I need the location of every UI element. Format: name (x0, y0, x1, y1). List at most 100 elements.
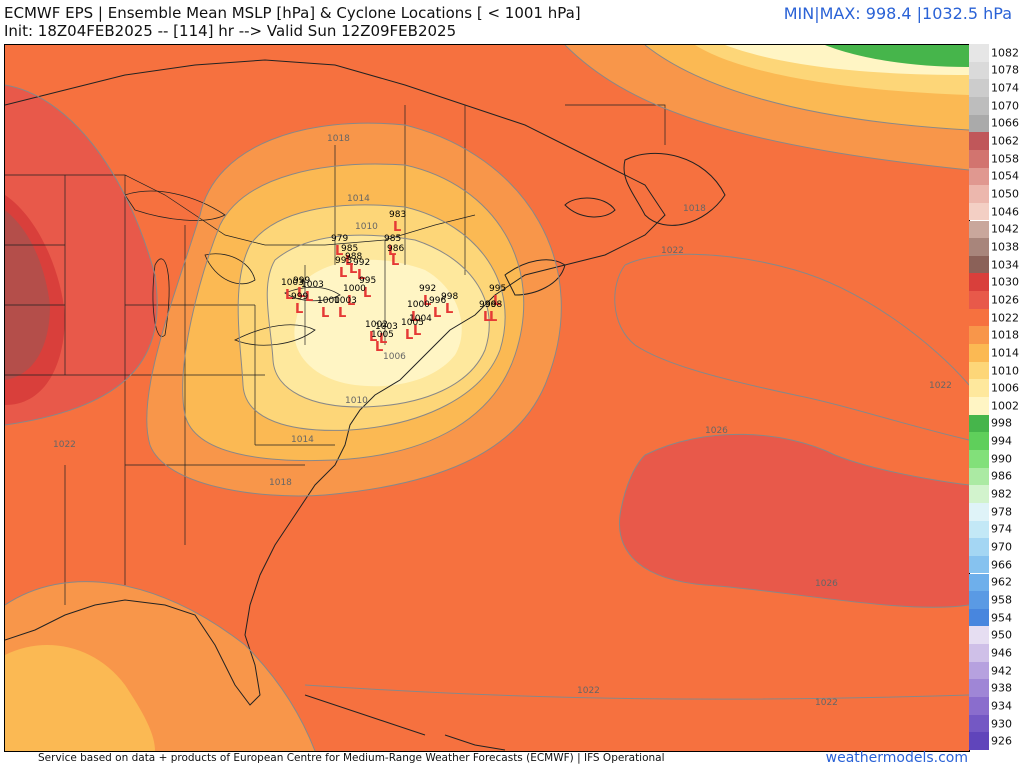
isobar-label: 1018 (683, 204, 706, 214)
legend-swatch (969, 679, 989, 698)
legend-entry: 1014 (969, 344, 1019, 362)
legend-swatch (969, 185, 989, 203)
legend-label: 958 (991, 593, 1012, 607)
legend-swatch (969, 555, 989, 574)
legend-label: 1002 (991, 399, 1019, 413)
low-symbol: L (405, 328, 413, 343)
legend-label: 990 (991, 452, 1012, 466)
legend-label: 1026 (991, 293, 1019, 307)
low-symbol: L (391, 254, 399, 269)
cyclone-pressure: 1003 (281, 278, 304, 288)
low-symbol: L (413, 324, 421, 339)
legend-entry: 942 (969, 661, 1019, 680)
legend-entry: 982 (969, 485, 1019, 503)
legend-entry: 1042 (969, 220, 1019, 239)
legend-swatch (969, 661, 989, 680)
low-symbol: L (338, 306, 346, 321)
band-1002-low (294, 259, 462, 387)
legend-swatch (969, 308, 989, 327)
legend-entry: 990 (969, 449, 1019, 468)
legend-entry: 1066 (969, 114, 1019, 133)
cyclone-pressure: 998 (485, 300, 502, 310)
low-symbol: L (369, 330, 377, 345)
legend-label: 938 (991, 681, 1012, 695)
legend-swatch (969, 485, 989, 503)
legend-label: 1050 (991, 187, 1019, 201)
isobar-label: 1014 (347, 194, 370, 204)
legend-entry: 1046 (969, 202, 1019, 221)
legend-label: 1038 (991, 240, 1019, 254)
legend-entry: 1050 (969, 185, 1019, 203)
legend-label: 978 (991, 505, 1012, 519)
legend-entry: 1058 (969, 149, 1019, 168)
isobar-labels: 1018 1014 1010 1006 1022 1018 1010 1014 … (53, 134, 952, 708)
cyclone-pressure: 1005 (401, 318, 424, 328)
legend-entry: 986 (969, 467, 1019, 486)
legend-label: 962 (991, 575, 1012, 589)
cyclone-pressure: 985 (384, 234, 401, 244)
brand-link[interactable]: weathermodels.com (825, 750, 968, 766)
isobar-label: 1026 (815, 579, 838, 589)
cyclone-pressure: 993 (335, 256, 352, 266)
legend-entry: 934 (969, 697, 1019, 715)
legend-label: 926 (991, 734, 1012, 748)
legend-entry: 998 (969, 414, 1019, 433)
legend-label: 1010 (991, 364, 1019, 377)
legend-label: 1078 (991, 63, 1019, 77)
isobar-label: 1022 (929, 381, 952, 391)
low-symbol: L (489, 310, 497, 325)
cyclone-pressure: 1000 (407, 300, 430, 310)
legend-swatch (969, 414, 989, 433)
legend-swatch (969, 255, 989, 274)
band-1022-atl (614, 254, 969, 440)
low-symbol: L (347, 294, 355, 309)
legend-entry: 958 (969, 591, 1019, 609)
cyclone-pressure: 995 (489, 284, 506, 294)
legend-label: 1006 (991, 381, 1019, 395)
isobar-label: 1006 (383, 352, 406, 362)
low-symbol: L (345, 254, 353, 269)
legend-label: 982 (991, 487, 1012, 501)
color-legend: 1082 1078 1074 1070 1066 1062 1058 1054 1050 1046… (969, 44, 1019, 750)
legend-swatch (969, 238, 989, 256)
isobar-label: 1022 (661, 246, 684, 256)
legend-swatch (969, 397, 989, 415)
cyclone-pressure: 1003 (301, 280, 324, 290)
band-1014-sw (5, 645, 155, 751)
legend-label: 934 (991, 699, 1012, 713)
cyclone-pressure: 996 (429, 296, 446, 306)
low-symbol: L (388, 244, 396, 259)
isobar-label: 1022 (53, 440, 76, 450)
great-lakes (124, 190, 341, 346)
legend-entry: 930 (969, 714, 1019, 733)
legend-swatch (969, 644, 989, 662)
legend-label: 1062 (991, 134, 1019, 148)
cyclone-pressure: 979 (331, 234, 348, 244)
isobars (5, 45, 969, 751)
legend-label: 930 (991, 717, 1012, 730)
legend-entry: 1074 (969, 79, 1019, 97)
legend-swatch (969, 273, 989, 292)
legend-swatch (969, 449, 989, 468)
isobar-label: 1010 (355, 222, 378, 232)
legend-label: 1070 (991, 99, 1019, 113)
band-1034-w (5, 210, 50, 380)
legend-swatch (969, 591, 989, 609)
legend-entry: 1034 (969, 255, 1019, 274)
isobar-label: 1014 (291, 435, 314, 445)
cyclone-pressure: 1000 (317, 296, 340, 306)
legend-entry: 1018 (969, 326, 1019, 345)
low-symbol: L (445, 302, 453, 317)
low-symbol: L (339, 266, 347, 281)
legend-label: 946 (991, 646, 1012, 660)
